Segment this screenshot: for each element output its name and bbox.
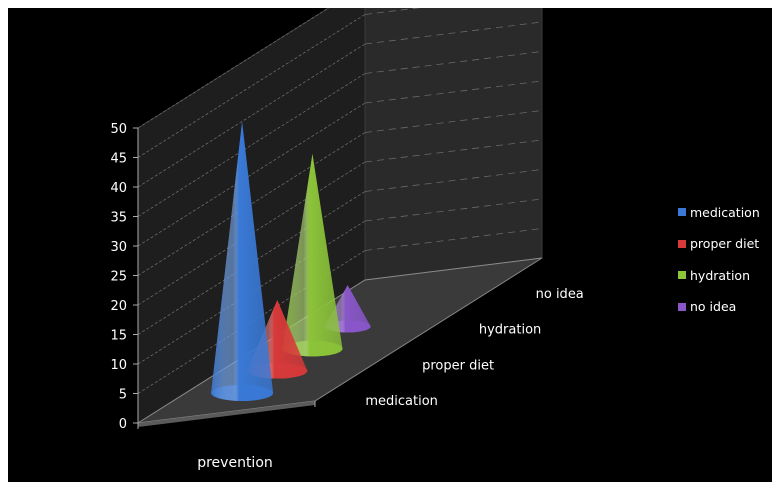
y-tick-label: 45 [110,152,127,167]
chart-area: 0 5 10 15 20 25 30 35 40 45 50 medication proper di… [8,8,772,482]
depth-tick-label: medication [365,394,438,409]
y-axis: 0 5 10 15 20 25 30 35 40 45 50 [110,122,138,432]
y-tick-label: 15 [110,329,127,344]
y-tick-label: 40 [110,181,127,196]
x-tick-label: prevention [197,455,273,471]
y-tick-label: 35 [110,211,127,226]
y-tick-label: 5 [119,388,127,403]
legend-swatch [678,303,686,311]
depth-tick-label: no idea [536,287,584,302]
legend-label: proper diet [690,236,759,251]
legend-item: no idea [678,299,760,315]
y-tick-label: 20 [110,299,127,314]
legend-item: hydration [678,267,760,283]
x-axis: prevention [197,455,273,471]
cone-chart: 0 5 10 15 20 25 30 35 40 45 50 medication proper di… [8,8,772,482]
depth-tick-label: proper diet [422,358,494,373]
y-tick-label: 0 [119,417,127,432]
legend-swatch [678,240,686,248]
y-tick-label: 30 [110,240,127,255]
y-tick-label: 50 [110,122,127,137]
depth-tick-label: hydration [479,323,541,338]
legend: medication proper diet hydration no idea [678,204,760,330]
legend-label: no idea [690,299,736,314]
legend-item: medication [678,204,760,220]
legend-item: proper diet [678,236,760,252]
legend-swatch [678,271,686,279]
legend-swatch [678,208,686,216]
y-tick-label: 10 [110,358,127,373]
y-tick-label: 25 [110,270,127,285]
legend-label: medication [690,205,760,220]
legend-label: hydration [690,268,750,283]
